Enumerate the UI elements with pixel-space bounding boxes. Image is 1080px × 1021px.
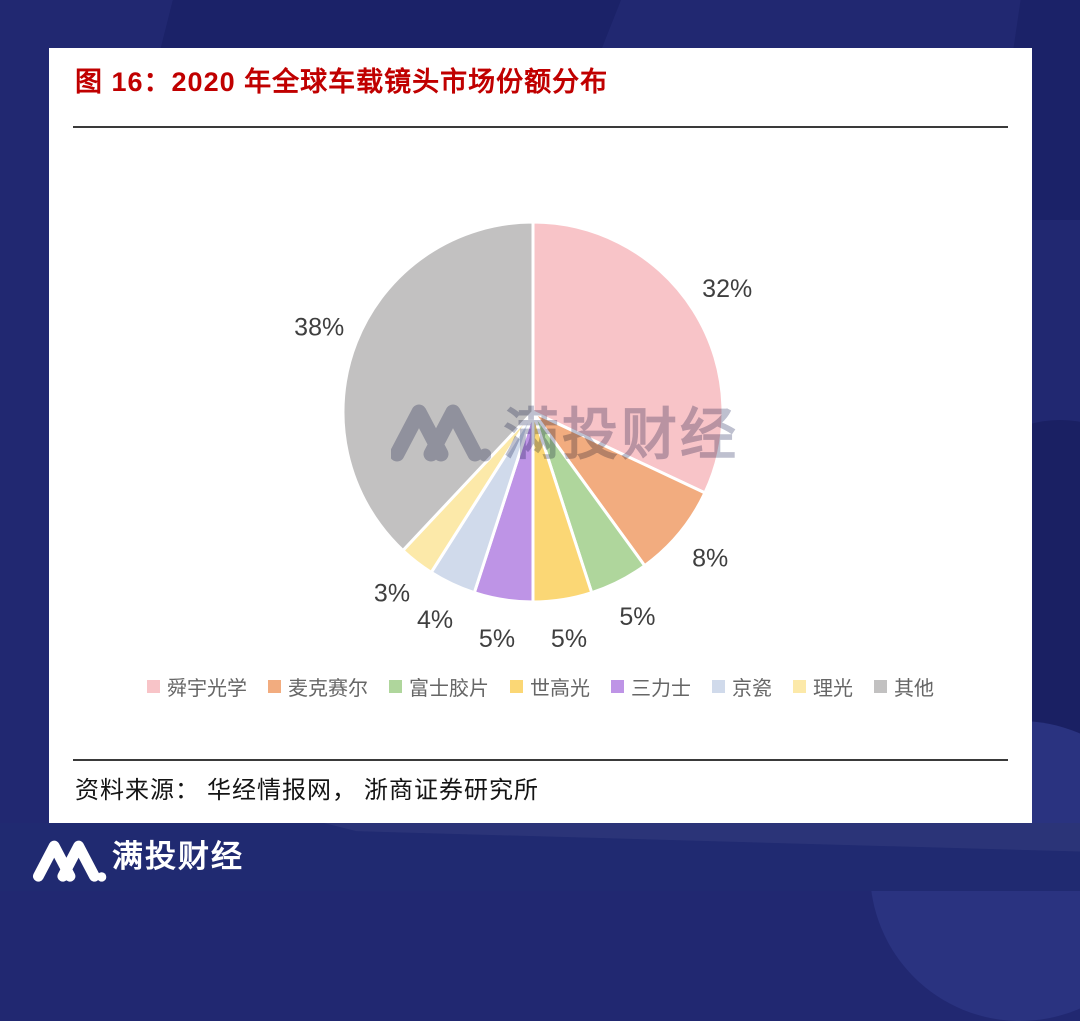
chart-legend: 舜宇光学 麦克赛尔 富士胶片 世高光 三力士 京瓷 理光 其他 (49, 672, 1032, 701)
legend-swatch (611, 680, 624, 693)
legend-label: 富士胶片 (409, 678, 489, 700)
legend-swatch (793, 680, 806, 693)
pie-label: 5% (551, 625, 587, 653)
legend-swatch (389, 680, 402, 693)
legend-swatch (712, 680, 725, 693)
pie-label: 38% (294, 313, 344, 341)
pie-label: 5% (479, 625, 515, 653)
legend-item: 理光 (793, 672, 853, 701)
legend-item: 京瓷 (712, 672, 772, 701)
legend-label: 舜宇光学 (167, 678, 247, 700)
pie-slice-1 (531, 410, 707, 568)
pie-label: 4% (417, 606, 453, 634)
footer-bar: 满投财经 (0, 823, 1080, 891)
figure-title: 图 16：2020 年全球车载镜头市场份额分布 (75, 67, 609, 97)
footer-brand-text: 满投财经 (112, 839, 244, 874)
pie-label: 8% (692, 545, 728, 573)
legend-label: 其他 (894, 678, 934, 700)
legend-item: 富士胶片 (389, 672, 489, 701)
legend-label: 麦克赛尔 (288, 678, 368, 700)
legend-label: 三力士 (631, 678, 691, 700)
legend-label: 理光 (813, 678, 853, 700)
pie-slice-0 (531, 220, 725, 495)
title-divider (73, 126, 1008, 128)
legend-label: 世高光 (530, 678, 590, 700)
legend-item: 舜宇光学 (147, 672, 247, 701)
legend-item: 世高光 (510, 672, 590, 701)
legend-swatch (874, 680, 887, 693)
legend-swatch (510, 680, 523, 693)
legend-swatch (147, 680, 160, 693)
pie-label: 5% (619, 603, 655, 631)
legend-label: 京瓷 (732, 678, 772, 700)
legend-item: 三力士 (611, 672, 691, 701)
pie-label: 32% (702, 275, 752, 303)
mantou-m-logo-icon (32, 840, 107, 882)
figure-card: 图 16：2020 年全球车载镜头市场份额分布 32% 8% 5% 5% 5% 4% 3% 3… (49, 48, 1032, 823)
legend-swatch (268, 680, 281, 693)
legend-item: 其他 (874, 672, 934, 701)
source-divider (73, 759, 1008, 761)
source-text: 资料来源： 华经情报网， 浙商证券研究所 (75, 778, 539, 804)
pie-label: 3% (374, 580, 410, 608)
legend-item: 麦克赛尔 (268, 672, 368, 701)
pie-slice-7 (341, 220, 535, 552)
pie-chart: 32% 8% 5% 5% 5% 4%3% 38% (294, 220, 752, 653)
